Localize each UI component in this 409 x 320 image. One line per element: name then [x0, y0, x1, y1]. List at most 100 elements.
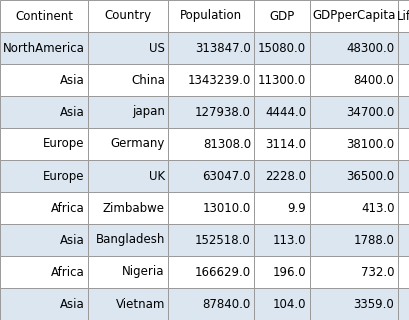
- Text: 127938.0: 127938.0: [195, 106, 250, 118]
- Text: 732.0: 732.0: [360, 266, 393, 278]
- Bar: [0, 256, 88, 288]
- Text: Population: Population: [180, 10, 242, 22]
- Bar: [254, 0, 309, 32]
- Bar: [309, 160, 397, 192]
- Text: 104.0: 104.0: [272, 298, 306, 310]
- Bar: [168, 128, 254, 160]
- Bar: [254, 256, 309, 288]
- Text: 48300.0: 48300.0: [346, 42, 393, 54]
- Text: GDPperCapita: GDPperCapita: [311, 10, 394, 22]
- Bar: [168, 96, 254, 128]
- Bar: [88, 224, 168, 256]
- Bar: [0, 128, 88, 160]
- Bar: [309, 0, 397, 32]
- Bar: [88, 192, 168, 224]
- Text: 4444.0: 4444.0: [265, 106, 306, 118]
- Text: Asia: Asia: [60, 74, 85, 86]
- Bar: [309, 96, 397, 128]
- Bar: [168, 224, 254, 256]
- Text: 152518.0: 152518.0: [195, 234, 250, 246]
- Bar: [397, 64, 409, 96]
- Bar: [88, 64, 168, 96]
- Bar: [397, 32, 409, 64]
- Text: 87840.0: 87840.0: [202, 298, 250, 310]
- Text: Europe: Europe: [43, 138, 85, 150]
- Text: Country: Country: [104, 10, 151, 22]
- Text: 63047.0: 63047.0: [202, 170, 250, 182]
- Text: 1343239.0: 1343239.0: [187, 74, 250, 86]
- Bar: [397, 256, 409, 288]
- Bar: [254, 32, 309, 64]
- Text: 38100.0: 38100.0: [346, 138, 393, 150]
- Bar: [0, 64, 88, 96]
- Bar: [309, 128, 397, 160]
- Text: Nigeria: Nigeria: [122, 266, 164, 278]
- Text: Asia: Asia: [60, 234, 85, 246]
- Text: 196.0: 196.0: [272, 266, 306, 278]
- Bar: [0, 224, 88, 256]
- Text: Vietnam: Vietnam: [115, 298, 164, 310]
- Text: 81308.0: 81308.0: [202, 138, 250, 150]
- Bar: [397, 128, 409, 160]
- Text: 313847.0: 313847.0: [195, 42, 250, 54]
- Text: 13010.0: 13010.0: [202, 202, 250, 214]
- Text: UK: UK: [148, 170, 164, 182]
- Bar: [397, 224, 409, 256]
- Bar: [88, 256, 168, 288]
- Text: 34700.0: 34700.0: [345, 106, 393, 118]
- Text: Zimbabwe: Zimbabwe: [103, 202, 164, 214]
- Text: 113.0: 113.0: [272, 234, 306, 246]
- Text: NorthAmerica: NorthAmerica: [3, 42, 85, 54]
- Bar: [309, 224, 397, 256]
- Text: 2228.0: 2228.0: [265, 170, 306, 182]
- Bar: [168, 64, 254, 96]
- Bar: [309, 32, 397, 64]
- Text: US: US: [148, 42, 164, 54]
- Text: Continent: Continent: [15, 10, 73, 22]
- Bar: [0, 0, 88, 32]
- Bar: [0, 96, 88, 128]
- Bar: [309, 256, 397, 288]
- Bar: [309, 192, 397, 224]
- Bar: [88, 288, 168, 320]
- Text: Africa: Africa: [51, 202, 85, 214]
- Bar: [397, 0, 409, 32]
- Bar: [309, 288, 397, 320]
- Bar: [254, 64, 309, 96]
- Text: japan: japan: [132, 106, 164, 118]
- Bar: [397, 160, 409, 192]
- Bar: [397, 192, 409, 224]
- Bar: [0, 192, 88, 224]
- Bar: [254, 288, 309, 320]
- Bar: [168, 160, 254, 192]
- Text: Germany: Germany: [110, 138, 164, 150]
- Bar: [254, 224, 309, 256]
- Text: Lif: Lif: [396, 10, 409, 22]
- Bar: [309, 64, 397, 96]
- Bar: [0, 32, 88, 64]
- Bar: [168, 32, 254, 64]
- Text: Asia: Asia: [60, 106, 85, 118]
- Bar: [168, 0, 254, 32]
- Text: Europe: Europe: [43, 170, 85, 182]
- Bar: [397, 288, 409, 320]
- Bar: [254, 96, 309, 128]
- Bar: [397, 96, 409, 128]
- Bar: [168, 256, 254, 288]
- Text: Asia: Asia: [60, 298, 85, 310]
- Bar: [168, 288, 254, 320]
- Text: 15080.0: 15080.0: [258, 42, 306, 54]
- Text: China: China: [130, 74, 164, 86]
- Bar: [254, 192, 309, 224]
- Bar: [0, 288, 88, 320]
- Text: 3114.0: 3114.0: [265, 138, 306, 150]
- Text: Bangladesh: Bangladesh: [95, 234, 164, 246]
- Text: 36500.0: 36500.0: [346, 170, 393, 182]
- Bar: [88, 32, 168, 64]
- Text: 166629.0: 166629.0: [194, 266, 250, 278]
- Text: 9.9: 9.9: [287, 202, 306, 214]
- Text: 1788.0: 1788.0: [353, 234, 393, 246]
- Bar: [88, 0, 168, 32]
- Text: 8400.0: 8400.0: [353, 74, 393, 86]
- Text: GDP: GDP: [269, 10, 294, 22]
